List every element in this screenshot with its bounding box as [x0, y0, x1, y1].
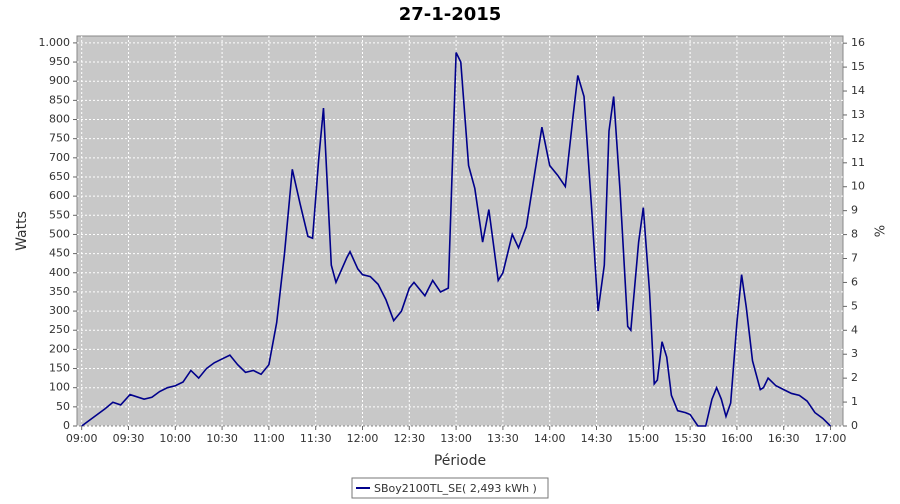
chart-title: 27-1-2015 [399, 4, 502, 25]
y2-tick-label: 13 [851, 108, 865, 121]
y2-tick-label: 3 [851, 347, 858, 360]
x-tick-label: 12:00 [347, 432, 379, 445]
y-tick-label: 650 [49, 170, 70, 183]
y2-tick-label: 0 [851, 419, 858, 432]
x-tick-label: 12:30 [393, 432, 425, 445]
x-tick-label: 17:00 [815, 432, 847, 445]
y-tick-label: 100 [49, 381, 70, 394]
y-tick-label: 50 [56, 400, 70, 413]
y2-tick-label: 5 [851, 299, 858, 312]
y-tick-label: 950 [49, 55, 70, 68]
y-tick-label: 850 [49, 93, 70, 106]
y-tick-label: 550 [49, 208, 70, 221]
y-tick-label: 700 [49, 151, 70, 164]
x-tick-label: 11:00 [253, 432, 285, 445]
legend-box [351, 477, 549, 499]
data-line [81, 52, 832, 427]
y-tick-label: 900 [49, 74, 70, 87]
y2-tick-label: 6 [851, 275, 858, 288]
y-tick-label: 0 [63, 419, 70, 432]
y-tick-label: 750 [49, 132, 70, 145]
x-tick-label: 14:30 [581, 432, 613, 445]
y2-tick-label: 15 [851, 60, 865, 73]
x-tick-label: 09:30 [113, 432, 145, 445]
y2-tick-label: 2 [851, 371, 858, 384]
y-tick-label: 300 [49, 304, 70, 317]
y2-tick-label: 10 [851, 180, 865, 193]
y-axis-label: Watts [14, 211, 30, 251]
x-tick-label: 15:30 [674, 432, 706, 445]
y-tick-label: 800 [49, 113, 70, 126]
y2-tick-label: 1 [851, 395, 858, 408]
x-axis-label: Période [434, 453, 486, 469]
plot-area [76, 35, 844, 427]
y2-tick-label: 12 [851, 132, 865, 145]
x-tick-label: 13:00 [440, 432, 472, 445]
y2-tick-label: 7 [851, 252, 858, 265]
x-tick-label: 15:00 [627, 432, 659, 445]
y2-tick-label: 14 [851, 84, 865, 97]
y-tick-label: 450 [49, 247, 70, 260]
y2-tick-label: 4 [851, 323, 858, 336]
y-tick-label: 500 [49, 227, 70, 240]
y-tick-label: 200 [49, 342, 70, 355]
x-tick-label: 16:30 [768, 432, 800, 445]
legend-label: SBoy2100TL_SE( 2,493 kWh ) [374, 482, 537, 495]
y2-tick-label: 11 [851, 156, 865, 169]
y-tick-label: 600 [49, 189, 70, 202]
y-tick-label: 250 [49, 323, 70, 336]
y2-axis-label: % [874, 225, 889, 237]
y-tick-label: 1.000 [39, 36, 71, 49]
x-tick-label: 09:00 [66, 432, 98, 445]
y-tick-label: 400 [49, 266, 70, 279]
x-tick-label: 14:00 [534, 432, 566, 445]
x-tick-label: 11:30 [300, 432, 332, 445]
y-tick-label: 350 [49, 285, 70, 298]
y-tick-label: 150 [49, 362, 70, 375]
y2-tick-label: 9 [851, 204, 858, 217]
x-tick-label: 16:00 [721, 432, 753, 445]
x-tick-label: 13:30 [487, 432, 519, 445]
x-tick-label: 10:30 [206, 432, 238, 445]
y2-tick-label: 16 [851, 36, 865, 49]
x-tick-label: 10:00 [159, 432, 191, 445]
y2-tick-label: 8 [851, 228, 858, 241]
